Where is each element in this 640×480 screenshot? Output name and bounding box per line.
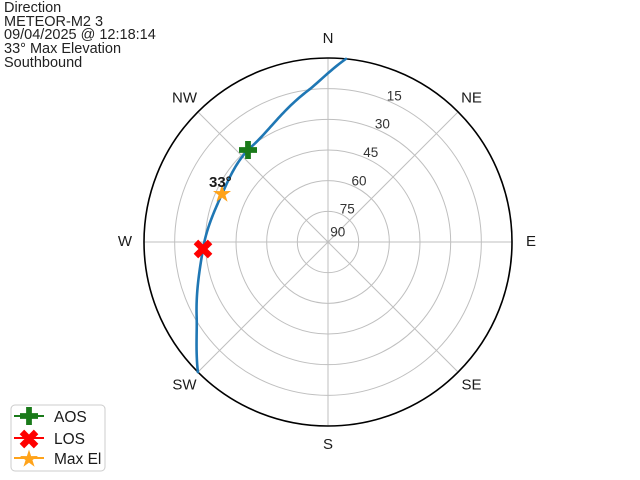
- svg-text:Max El: Max El: [54, 451, 101, 468]
- svg-text:90: 90: [330, 224, 345, 239]
- svg-text:45: 45: [363, 145, 378, 160]
- svg-text:AOS: AOS: [54, 409, 87, 426]
- svg-text:15: 15: [387, 88, 402, 103]
- svg-text:LOS: LOS: [54, 431, 85, 448]
- svg-text:60: 60: [352, 173, 367, 188]
- svg-text:SW: SW: [172, 376, 197, 393]
- svg-text:30: 30: [375, 117, 390, 132]
- svg-text:SE: SE: [461, 376, 481, 393]
- svg-text:NE: NE: [461, 89, 482, 106]
- svg-text:75: 75: [340, 202, 355, 217]
- svg-text:S: S: [323, 436, 333, 453]
- svg-text:E: E: [526, 233, 536, 250]
- svg-text:N: N: [323, 30, 334, 47]
- svg-text:NW: NW: [172, 89, 198, 106]
- svg-text:W: W: [118, 233, 133, 250]
- svg-text:33°: 33°: [209, 174, 232, 191]
